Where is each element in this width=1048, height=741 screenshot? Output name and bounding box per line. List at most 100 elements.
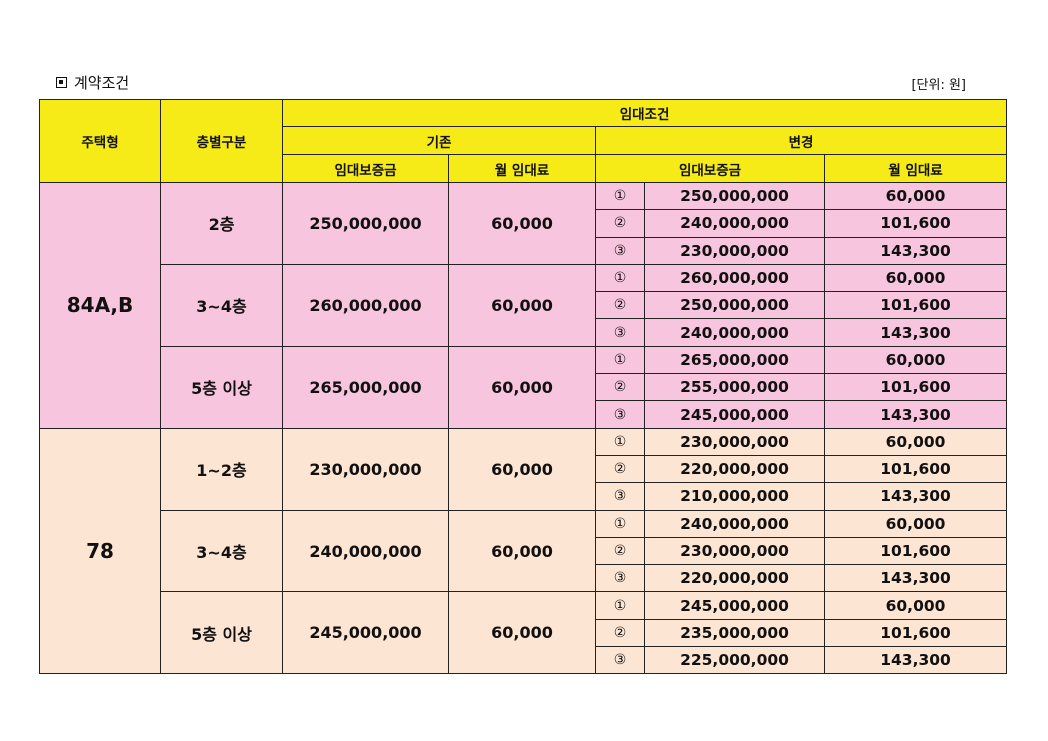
changed-rent-cell: 143,300	[823, 646, 1008, 675]
unit-label: [단위: 원]	[911, 78, 966, 93]
header-existing: 기존	[282, 126, 596, 155]
table-row: 3~4층 240,000,000 60,000 ① 240,000,000 60,000	[40, 509, 1008, 593]
changed-deposit-cell: 230,000,000	[644, 536, 825, 566]
option-number-cell: ②	[595, 618, 645, 648]
contract-terms-table: 주택형 층별구분 임대조건 기존 변경 임대보증금 월 임대료 임대보증금 월 …	[39, 99, 1008, 675]
option-number-cell: ①	[595, 263, 645, 293]
table-row: 5층 이상 245,000,000 60,000 ① 245,000,000 60,000	[40, 591, 1008, 675]
floor-class-cell: 2층	[160, 182, 283, 265]
changed-deposit-cell: 210,000,000	[644, 482, 825, 511]
changed-rent-cell: 143,300	[823, 236, 1008, 265]
option-number-cell: ②	[595, 291, 645, 320]
option-number-cell: ③	[595, 564, 645, 593]
header-floor-class: 층별구분	[160, 99, 283, 183]
table-row: ③ 225,000,000 143,300	[40, 646, 1008, 675]
changed-deposit-cell: 245,000,000	[644, 400, 825, 429]
table-row: ③ 230,000,000 143,300	[40, 236, 1008, 265]
floor-class-cell: 5층 이상	[160, 591, 283, 675]
option-number-cell: ①	[595, 345, 645, 375]
changed-deposit-cell: 245,000,000	[644, 591, 825, 620]
changed-rent-cell: 101,600	[823, 373, 1008, 402]
existing-rent-cell: 60,000	[448, 591, 596, 675]
changed-deposit-cell: 250,000,000	[644, 291, 825, 320]
changed-rent-cell: 101,600	[823, 536, 1008, 566]
option-number-cell: ①	[595, 181, 645, 211]
option-number-cell: ③	[595, 482, 645, 511]
existing-rent-cell: 60,000	[448, 427, 596, 511]
floor-class-cell: 1~2층	[160, 427, 283, 511]
existing-rent-cell: 60,000	[448, 263, 596, 347]
changed-deposit-cell: 250,000,000	[644, 181, 825, 211]
floor-class-cell: 5층 이상	[160, 345, 283, 429]
changed-deposit-cell: 230,000,000	[644, 427, 825, 456]
option-number-cell: ③	[595, 236, 645, 265]
changed-deposit-cell: 255,000,000	[644, 373, 825, 402]
table-row: ② 220,000,000 101,600	[40, 454, 1008, 484]
changed-rent-cell: 60,000	[823, 181, 1008, 211]
changed-rent-cell: 101,600	[823, 618, 1008, 648]
changed-deposit-cell: 240,000,000	[644, 318, 825, 347]
table-row: ③ 240,000,000 143,300	[40, 318, 1008, 347]
changed-deposit-cell: 235,000,000	[644, 618, 825, 648]
changed-rent-cell: 101,600	[823, 209, 1008, 238]
existing-deposit-cell: 240,000,000	[282, 509, 449, 593]
changed-rent-cell: 143,300	[823, 482, 1008, 511]
changed-rent-cell: 143,300	[823, 564, 1008, 593]
table-row: 78 1~2층 230,000,000 60,000 ① 230,000,000 60,00…	[39, 427, 1008, 675]
section-title-text: 계약조건	[74, 74, 130, 92]
table-row: ② 255,000,000 101,600	[40, 373, 1008, 402]
table-row: ② 230,000,000 101,600	[40, 536, 1008, 566]
changed-deposit-cell: 225,000,000	[644, 646, 825, 675]
header-changed-rent: 월 임대료	[823, 154, 1008, 183]
changed-deposit-cell: 260,000,000	[644, 263, 825, 293]
table-row: ③ 210,000,000 143,300	[40, 482, 1008, 511]
option-number-cell: ②	[595, 209, 645, 238]
existing-deposit-cell: 245,000,000	[282, 591, 449, 675]
option-number-cell: ③	[595, 646, 645, 675]
header-changed: 변경	[594, 126, 1008, 155]
changed-deposit-cell: 220,000,000	[644, 564, 825, 593]
changed-deposit-cell: 220,000,000	[644, 454, 825, 484]
table-body: 84A,B 2층 250,000,000 60,000 ① 250,000,000 60,0…	[39, 181, 1008, 675]
house-type-cell: 84A,B	[39, 182, 161, 429]
title-row: 계약조건 [단위: 원]	[56, 70, 966, 96]
changed-rent-cell: 143,300	[823, 400, 1008, 429]
changed-deposit-cell: 240,000,000	[644, 209, 825, 238]
changed-deposit-cell: 240,000,000	[644, 509, 825, 538]
option-number-cell: ②	[595, 373, 645, 402]
option-number-cell: ②	[595, 454, 645, 484]
table-row: ② 250,000,000 101,600	[40, 291, 1008, 320]
floor-class-cell: 3~4층	[160, 509, 283, 593]
header-lease-terms: 임대조건	[281, 99, 1008, 127]
header-existing-rent: 월 임대료	[448, 154, 596, 183]
changed-deposit-cell: 230,000,000	[644, 236, 825, 265]
option-number-cell: ①	[595, 427, 645, 456]
option-number-cell: ①	[595, 509, 645, 538]
header-house-type: 주택형	[39, 99, 161, 183]
floor-class-cell: 3~4층	[160, 263, 283, 347]
option-number-cell: ②	[595, 536, 645, 566]
existing-rent-cell: 60,000	[448, 509, 596, 593]
changed-rent-cell: 60,000	[823, 591, 1008, 620]
header-existing-deposit: 임대보증금	[282, 154, 449, 183]
table-row: 5층 이상 265,000,000 60,000 ① 265,000,000 60,000	[40, 345, 1008, 429]
changed-rent-cell: 60,000	[823, 345, 1008, 375]
section-title: 계약조건	[56, 72, 129, 93]
table-row: ③ 220,000,000 143,300	[40, 564, 1008, 593]
table-row: ② 240,000,000 101,600	[40, 209, 1008, 238]
square-bullet-icon	[56, 77, 67, 88]
table-row: ③ 245,000,000 143,300	[40, 400, 1008, 429]
existing-rent-cell: 60,000	[448, 345, 596, 429]
changed-deposit-cell: 265,000,000	[644, 345, 825, 375]
table-row: ② 235,000,000 101,600	[40, 618, 1008, 648]
header-changed-deposit: 임대보증금	[595, 154, 825, 183]
existing-deposit-cell: 250,000,000	[282, 182, 449, 265]
changed-rent-cell: 60,000	[823, 263, 1008, 293]
changed-rent-cell: 143,300	[823, 318, 1008, 347]
existing-deposit-cell: 265,000,000	[282, 345, 449, 429]
existing-deposit-cell: 230,000,000	[282, 427, 449, 511]
option-number-cell: ③	[595, 400, 645, 429]
existing-rent-cell: 60,000	[448, 182, 596, 265]
house-type-cell: 78	[39, 427, 161, 675]
changed-rent-cell: 101,600	[823, 454, 1008, 484]
